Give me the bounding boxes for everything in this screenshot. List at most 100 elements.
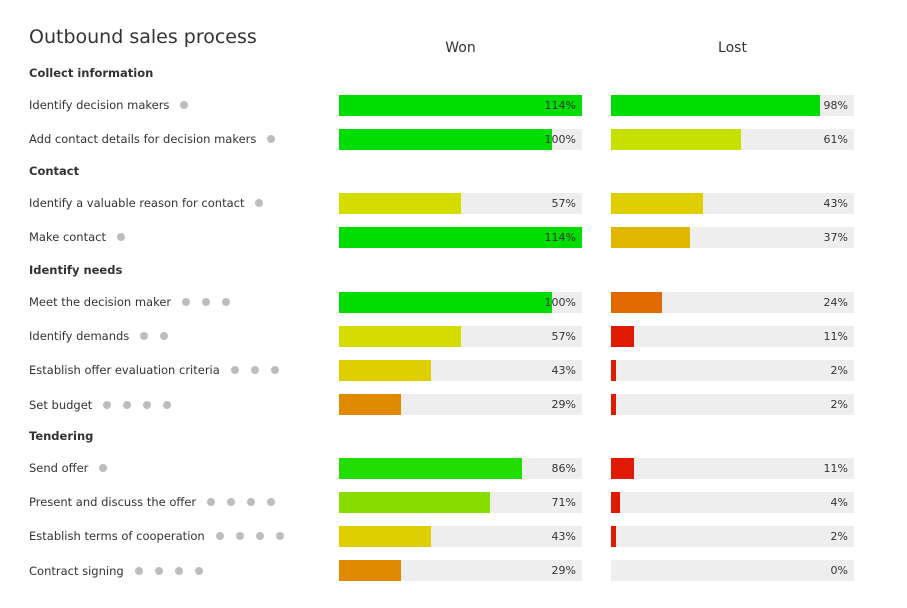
status-dot-icon [99, 464, 108, 472]
won-value-label: 29% [551, 398, 576, 411]
row-label-text: Set budget [29, 397, 93, 412]
lost-bar [611, 129, 742, 150]
row-label: Identify demands [29, 329, 169, 343]
lost-value-label: 37% [823, 231, 848, 244]
row-label: Meet the decision maker [29, 295, 231, 309]
status-dot-icon [247, 498, 256, 507]
won-bar [339, 560, 401, 581]
page-title: Outbound sales process [29, 26, 257, 48]
row-label: Add contact details for decision makers [29, 132, 276, 146]
lost-bar-track: 11% [611, 458, 854, 479]
won-bar-track: 71% [339, 492, 582, 513]
row-label-text: Present and discuss the offer [29, 495, 197, 510]
status-dot-icon [227, 498, 236, 507]
lost-bar [611, 292, 663, 313]
lost-bar [611, 360, 616, 381]
section-heading: Tendering [29, 429, 94, 443]
lost-value-label: 0% [830, 564, 848, 577]
status-dot-icon [235, 532, 244, 541]
row-label: Present and discuss the offer [29, 495, 276, 510]
won-value-label: 43% [551, 364, 576, 377]
row-label-text: Make contact [29, 230, 106, 245]
won-value-label: 100% [544, 296, 576, 309]
row-label-text: Identify a valuable reason for contact [29, 196, 245, 210]
won-bar-track: 57% [339, 193, 582, 214]
won-bar-track: 57% [339, 326, 582, 347]
status-dot-icon [194, 566, 203, 575]
status-dot-icon [255, 532, 264, 541]
won-bar [339, 526, 431, 547]
won-bar [339, 360, 431, 381]
lost-value-label: 2% [830, 364, 848, 377]
status-dot-icon [222, 298, 231, 306]
lost-value-label: 98% [823, 99, 848, 112]
row-label-text: Meet the decision maker [29, 295, 172, 309]
won-value-label: 57% [551, 197, 576, 210]
status-dot-icon [103, 400, 112, 409]
won-bar-track: 43% [339, 360, 582, 381]
won-value-label: 57% [551, 330, 576, 343]
lost-bar-track: 61% [611, 129, 854, 150]
won-value-label: 29% [551, 564, 576, 577]
won-value-label: 43% [551, 530, 576, 543]
status-dot-icon [270, 366, 279, 375]
lost-bar [611, 326, 635, 347]
lost-bar-track: 43% [611, 193, 854, 214]
lost-bar [611, 95, 820, 116]
row-label: Identify decision makers [29, 98, 189, 112]
status-dot-icon [202, 298, 211, 306]
status-dot-icon [154, 566, 163, 575]
row-label-text: Identify decision makers [29, 98, 170, 112]
status-dot-icon [182, 298, 191, 306]
won-bar [339, 394, 401, 415]
lost-bar-track: 2% [611, 526, 854, 547]
won-bar-track: 114% [339, 95, 582, 116]
row-label: Send offer [29, 461, 108, 475]
lost-bar [611, 492, 620, 513]
won-bar-track: 86% [339, 458, 582, 479]
column-header-won: Won [445, 40, 476, 56]
won-value-label: 86% [551, 462, 576, 475]
row-label: Establish offer evaluation criteria [29, 363, 279, 377]
status-dot-icon [174, 566, 183, 575]
lost-bar-track: 2% [611, 360, 854, 381]
won-value-label: 100% [544, 133, 576, 146]
lost-value-label: 4% [830, 496, 848, 509]
won-bar [339, 227, 582, 248]
lost-value-label: 11% [823, 330, 848, 343]
won-bar-track: 100% [339, 292, 582, 313]
won-bar-track: 43% [339, 526, 582, 547]
won-bar [339, 326, 461, 347]
won-bar-track: 29% [339, 394, 582, 415]
row-label-text: Establish offer evaluation criteria [29, 363, 220, 378]
lost-bar-track: 24% [611, 292, 854, 313]
lost-bar-track: 37% [611, 227, 854, 248]
status-dot-icon [275, 532, 284, 541]
status-dot-icon [207, 498, 216, 507]
won-bar [339, 458, 523, 479]
row-label: Make contact [29, 230, 125, 244]
status-dot-icon [163, 400, 172, 409]
lost-bar-track: 0% [611, 560, 854, 581]
section-heading: Contact [29, 164, 80, 178]
row-label: Identify a valuable reason for contact [29, 196, 264, 210]
row-label: Set budget [29, 397, 172, 412]
status-dot-icon [180, 101, 189, 109]
won-value-label: 114% [544, 231, 576, 244]
status-dot-icon [143, 400, 152, 409]
won-bar [339, 95, 582, 116]
won-value-label: 71% [551, 496, 576, 509]
lost-value-label: 11% [823, 462, 848, 475]
lost-value-label: 24% [823, 296, 848, 309]
row-label-text: Establish terms of cooperation [29, 529, 205, 544]
status-dot-icon [117, 233, 125, 242]
lost-value-label: 61% [823, 133, 848, 146]
status-dot-icon [134, 566, 143, 575]
lost-bar-track: 4% [611, 492, 854, 513]
status-dot-icon [267, 135, 276, 144]
row-label-text: Contract signing [29, 563, 124, 578]
row-label: Contract signing [29, 564, 203, 578]
won-bar-track: 114% [339, 227, 582, 248]
won-bar [339, 193, 461, 214]
won-bar [339, 492, 491, 513]
